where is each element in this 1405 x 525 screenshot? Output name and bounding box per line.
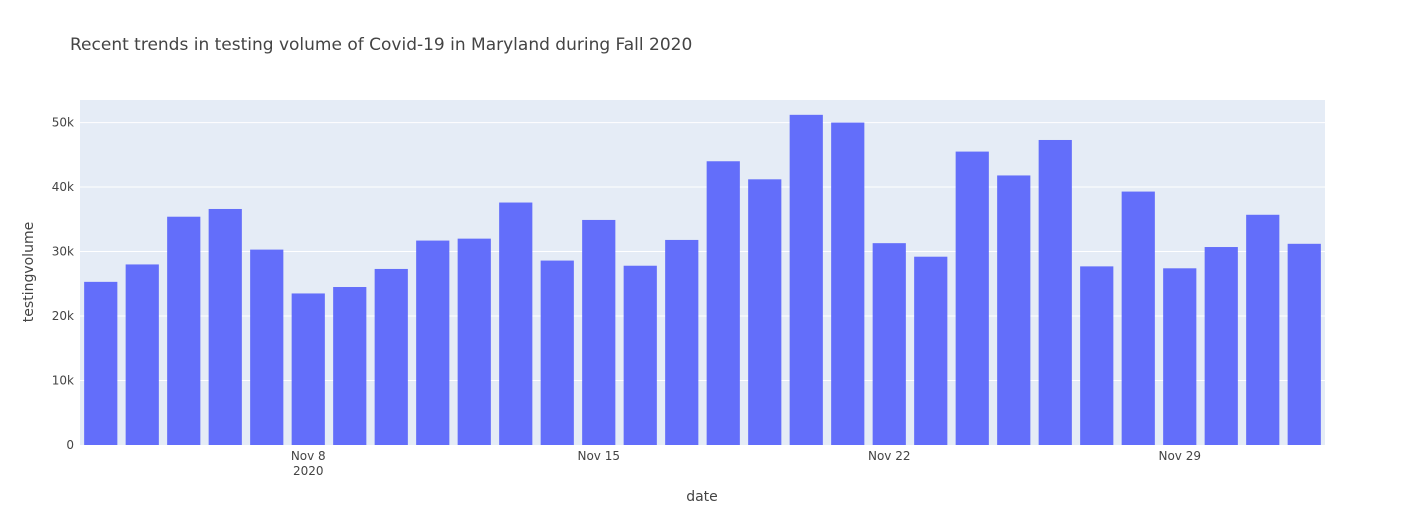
bar-2020-11-18 [706,161,740,445]
y-tick-labels: 0 10k 20k 30k 40k 50k [52,116,74,452]
bar-2020-11-10 [374,268,408,445]
x-axis-title: date [686,489,718,505]
bar-2020-12-02 [1287,243,1321,445]
y-tick-label: 10k [52,374,74,388]
bar-2020-11-23 [914,256,948,445]
plot-background [80,100,1325,445]
y-tick-label: 30k [52,245,74,259]
x-tick-label: Nov 29 [1158,449,1201,463]
x-tick-label: Nov 15 [577,449,620,463]
bar-2020-11-16 [623,265,657,445]
bar-2020-11-17 [665,239,699,445]
bar-2020-11-03 [84,281,118,445]
bar-2020-11-06 [208,208,242,445]
bar-2020-11-22 [872,243,906,445]
bar-2020-11-30 [1204,247,1238,445]
chart-title: Recent trends in testing volume of Covid… [70,35,692,55]
y-gridlines [80,122,1325,382]
y-tick-label: 0 [66,438,74,452]
x-tick-sublabel: 2020 [293,464,324,478]
bar-2020-11-28 [1121,191,1155,445]
bar-2020-11-19 [748,179,782,446]
x-tick-label: Nov 8 [291,449,326,463]
bar-2020-11-08 [291,293,325,445]
bar-2020-11-14 [540,260,574,445]
bar-2020-11-09 [333,287,367,445]
bars [84,114,1321,446]
y-tick-label: 20k [52,309,74,323]
bar-2020-11-20 [789,114,823,445]
y-tick-label: 50k [52,116,74,130]
bar-2020-11-07 [250,249,284,445]
bar-2020-11-21 [831,122,865,445]
bar-2020-11-13 [499,202,533,445]
bar-2020-11-12 [457,238,491,445]
bar-2020-11-05 [167,216,201,445]
x-tick-label: Nov 22 [868,449,911,463]
bar-2020-12-01 [1246,214,1280,445]
bar-2020-11-24 [955,151,989,445]
bar-2020-11-04 [125,264,159,445]
bar-2020-11-27 [1080,266,1114,445]
bar-2020-11-15 [582,219,616,445]
y-tick-label: 40k [52,180,74,194]
y-axis-title: testingvolume [21,222,37,322]
bar-2020-11-11 [416,240,450,445]
bar-2020-11-29 [1163,268,1197,445]
bar-2020-11-25 [997,175,1031,445]
bar-2020-11-26 [1038,139,1072,445]
